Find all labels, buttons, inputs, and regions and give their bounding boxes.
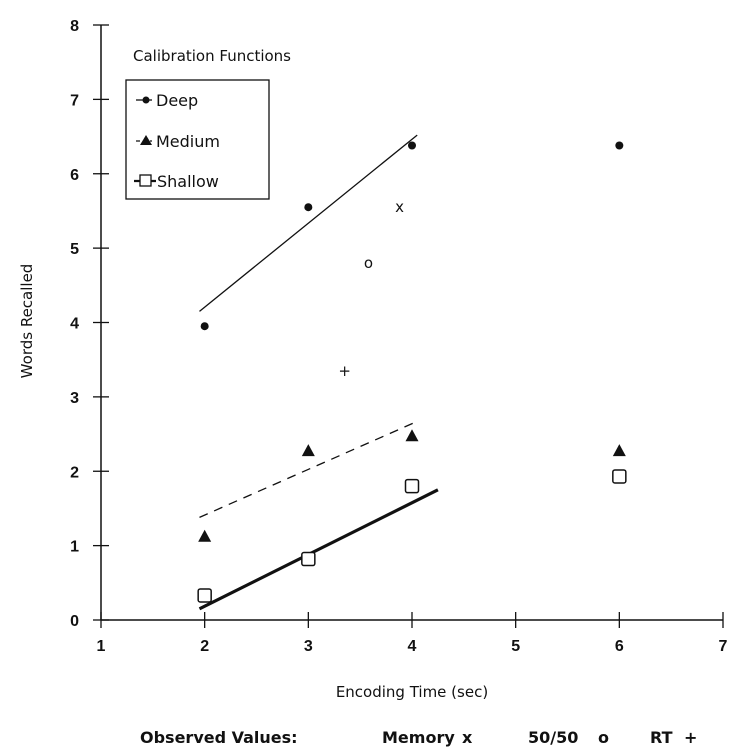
observed-values-label: Observed Values: [140,728,298,747]
observed-memory-symbol: x [462,728,473,747]
y-tick-label: 3 [70,390,79,407]
observed-5050-label: 50/50 [528,728,578,747]
observed-5050-symbol: o [598,728,609,747]
point-shallow [301,551,316,567]
x-tick-label: 2 [200,638,209,655]
x-tick-label: 5 [511,638,520,655]
x-axis-label: Encoding Time (sec) [336,683,488,701]
x-ticks: 1 2 3 4 5 6 7 [97,612,728,655]
x-tick-label: 7 [719,638,728,655]
point-medium [198,529,212,542]
fit-line-medium [199,420,418,518]
point-shallow [197,588,212,603]
y-tick-label: 4 [70,316,79,333]
legend-label-deep: Deep [156,91,198,110]
legend-entry-shallow: Shallow [134,172,219,191]
legend-marker-dot [142,96,150,104]
observed-points: x o + [338,198,404,380]
observed-values-key: Observed Values: Memory x 50/50 o RT + [140,728,697,747]
x-tick-label: 6 [615,638,624,655]
observed-rt-label: RT [650,728,673,747]
observed-point-5050: o [364,254,373,272]
point-deep [200,322,209,331]
x-tick-label: 4 [408,638,417,655]
observed-point-rt: + [338,362,351,380]
legend-entry-deep: Deep [136,91,198,110]
observed-memory-label: Memory [382,728,455,747]
observed-point-memory: x [395,198,404,216]
observed-rt-symbol: + [684,728,697,747]
legend-label-medium: Medium [156,132,220,151]
point-deep [304,203,313,212]
y-tick-label: 7 [70,92,79,109]
legend-marker-square [139,174,152,187]
y-tick-label: 5 [70,241,79,258]
x-tick-label: 1 [97,638,106,655]
x-tick-label: 3 [304,638,313,655]
point-shallow [612,469,627,484]
legend-title: Calibration Functions [133,47,291,65]
legend: Calibration Functions Deep Medium Shallo… [125,47,291,200]
y-tick-label: 0 [70,613,79,630]
fit-line-shallow [198,488,439,611]
legend-marker-triangle [140,135,152,145]
y-ticks: 0 1 2 3 4 5 6 7 8 [70,18,109,630]
fit-line-deep [199,134,418,312]
legend-entry-medium: Medium [136,132,220,151]
y-tick-label: 8 [70,18,79,35]
legend-label-shallow: Shallow [157,172,219,191]
point-deep [408,141,416,150]
point-shallow [404,478,420,494]
point-deep [615,141,624,150]
y-tick-label: 2 [70,464,79,481]
data-points [197,141,627,603]
y-tick-label: 1 [70,539,79,556]
y-axis-label: Words Recalled [18,264,36,379]
fit-lines [198,134,439,611]
point-medium [405,429,419,442]
point-medium [612,444,626,457]
point-medium [301,444,315,457]
y-tick-label: 6 [70,167,79,184]
